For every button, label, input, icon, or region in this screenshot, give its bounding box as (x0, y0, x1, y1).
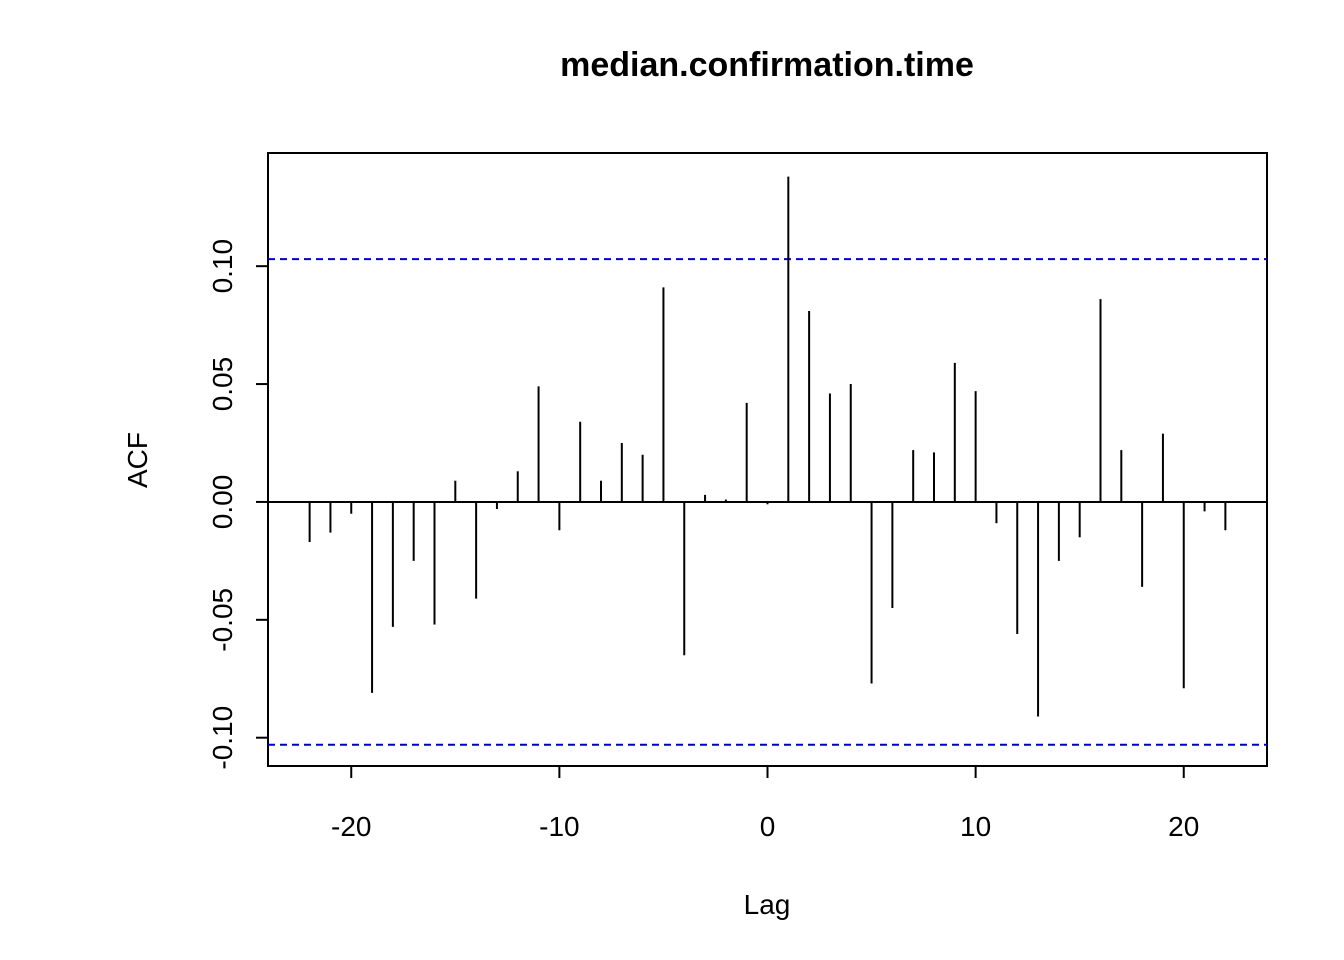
x-tick-label: -20 (331, 811, 371, 842)
y-tick-label: 0.05 (207, 357, 238, 412)
x-tick-label: 10 (960, 811, 991, 842)
y-axis-label: ACF (122, 432, 153, 488)
y-tick-label: -0.05 (207, 588, 238, 652)
plot-frame (267, 152, 1268, 767)
x-tick-label: -10 (539, 811, 579, 842)
y-tick-label: 0.10 (207, 239, 238, 294)
plot-area: -20 -10 0 10 20 -0.10 -0.05 0.00 0.05 0.10 (207, 152, 1268, 842)
y-tick-label: -0.10 (207, 706, 238, 770)
x-tick-label: 0 (760, 811, 776, 842)
x-tick-label: 20 (1168, 811, 1199, 842)
x-axis-label: Lag (744, 889, 791, 920)
chart-title: median.confirmation.time (560, 46, 974, 84)
y-tick-label: 0.00 (207, 475, 238, 530)
